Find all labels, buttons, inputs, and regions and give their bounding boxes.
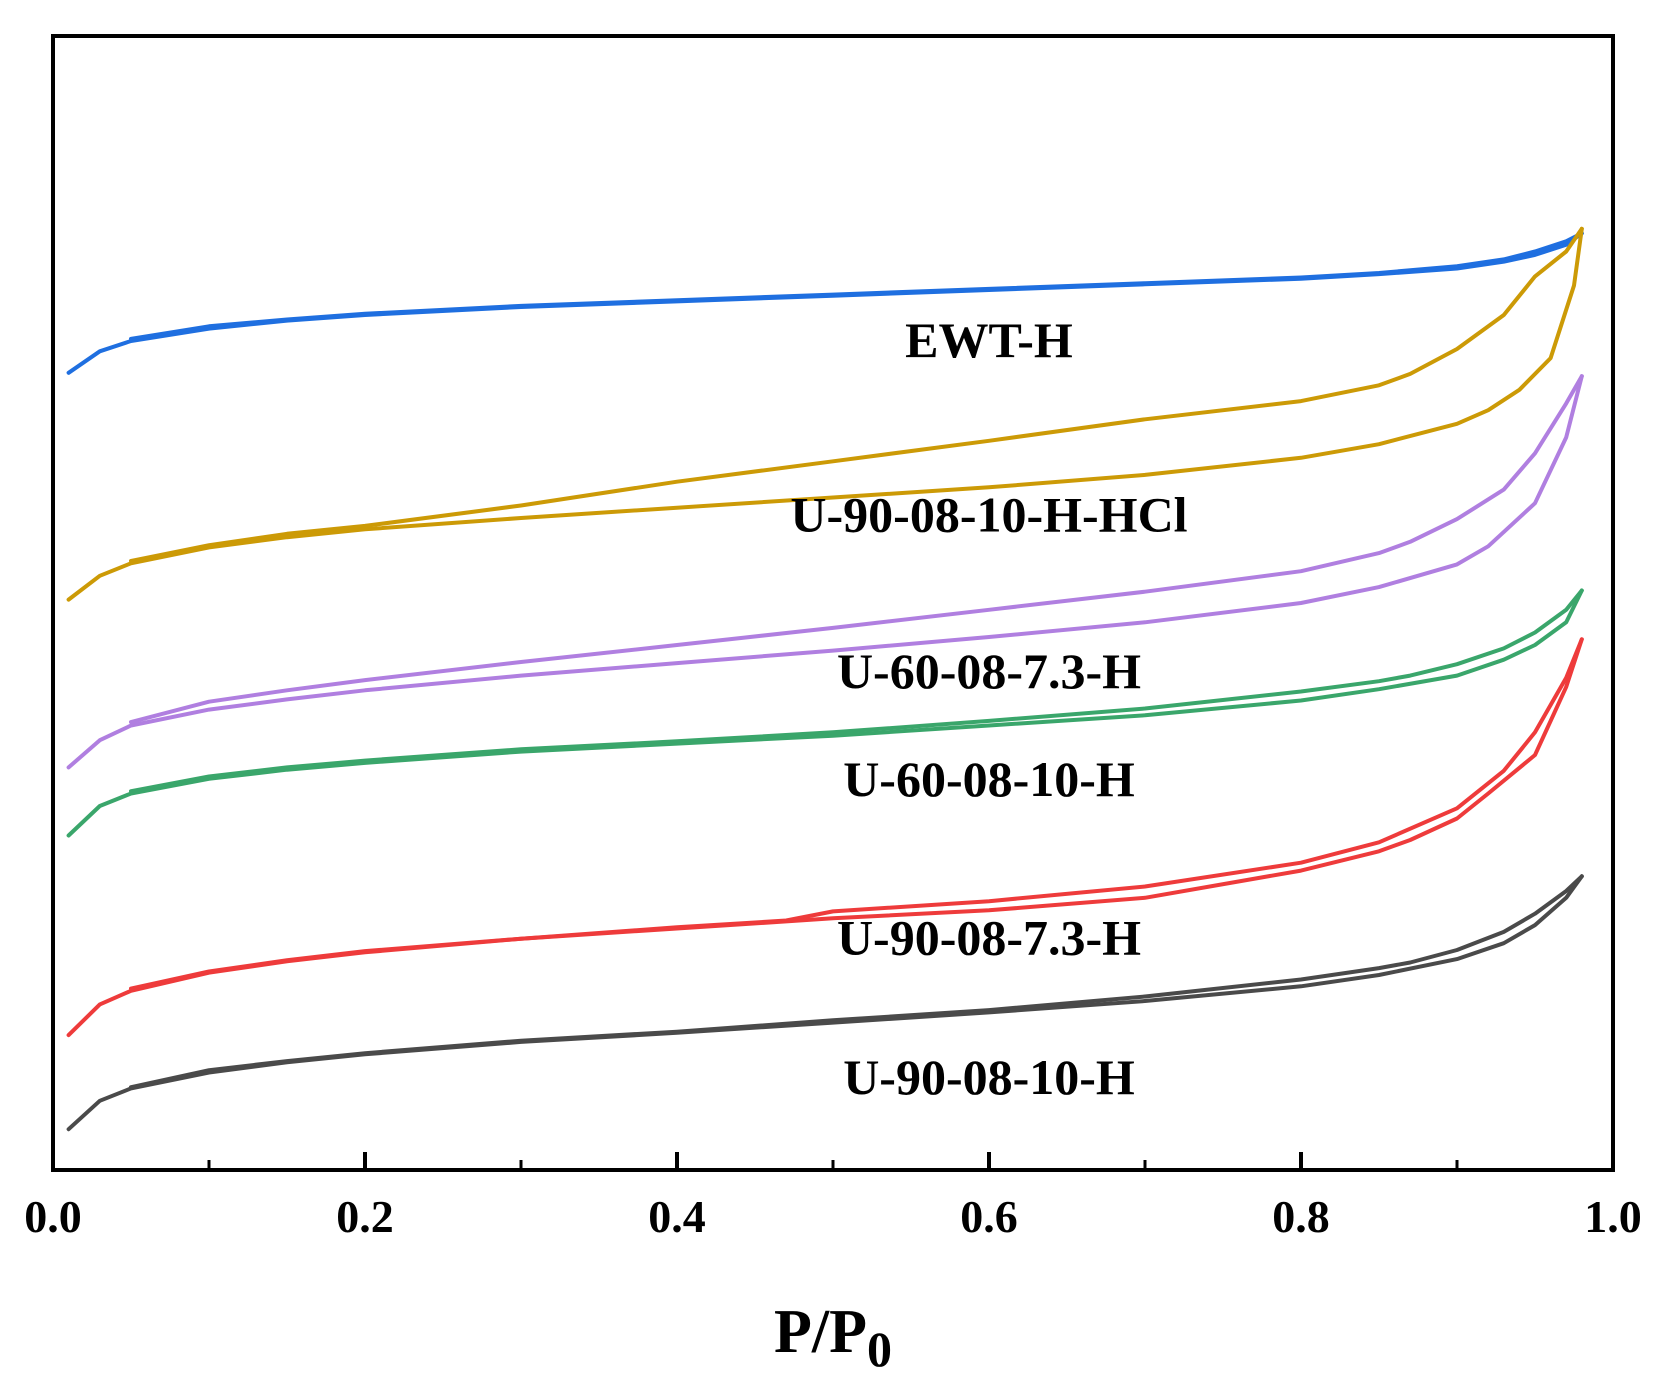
curve-u-90-08-10-h-desorption xyxy=(129,874,1584,1090)
curve-u-90-08-7-3-h-desorption xyxy=(129,637,1584,991)
series-label-u-90-08-10-h-hcl: U-90-08-10-H-HCl xyxy=(790,487,1187,543)
x-axis-ticks xyxy=(51,1152,1615,1170)
series-labels: EWT-H U-90-08-10-H-HCl U-60-08-7.3-H U-60-0… xyxy=(790,312,1187,1105)
curve-ewt-h-desorption xyxy=(129,231,1584,341)
x-axis-title: P/P0 xyxy=(774,1298,892,1376)
x-axis-tick-labels: 0.0 0.2 0.4 0.6 0.8 1.0 xyxy=(24,1191,1642,1242)
curve-ewt-h-adsorption xyxy=(66,231,1584,375)
curve-u-60-08-7-3-h-desorption xyxy=(129,374,1584,725)
series-curves xyxy=(66,226,1584,1132)
plot-frame xyxy=(51,34,1615,1172)
curve-u-60-08-10-h-adsorption xyxy=(66,588,1584,838)
x-tick-label: 1.0 xyxy=(1584,1191,1642,1242)
curve-u-90-08-10-h-hcl-desorption xyxy=(129,226,1584,563)
curve-u-90-08-10-h-adsorption xyxy=(66,874,1584,1132)
series-label-u-60-08-7-3-h: U-60-08-7.3-H xyxy=(837,643,1141,699)
x-tick-label: 0.4 xyxy=(648,1191,706,1242)
series-label-u-90-08-7-3-h: U-90-08-7.3-H xyxy=(837,910,1141,966)
curve-u-90-08-10-h-hcl-adsorption xyxy=(66,226,1584,602)
x-tick-label: 0.0 xyxy=(24,1191,82,1242)
series-label-u-60-08-10-h: U-60-08-10-H xyxy=(843,751,1135,807)
x-tick-label: 0.6 xyxy=(960,1191,1018,1242)
curve-u-60-08-10-h-desorption xyxy=(129,588,1584,794)
x-tick-label: 0.2 xyxy=(336,1191,394,1242)
x-tick-label: 0.8 xyxy=(1272,1191,1330,1242)
series-label-u-90-08-10-h: U-90-08-10-H xyxy=(843,1049,1135,1105)
series-label-ewt-h: EWT-H xyxy=(905,312,1073,368)
curve-u-60-08-7-3-h-adsorption xyxy=(66,374,1584,770)
